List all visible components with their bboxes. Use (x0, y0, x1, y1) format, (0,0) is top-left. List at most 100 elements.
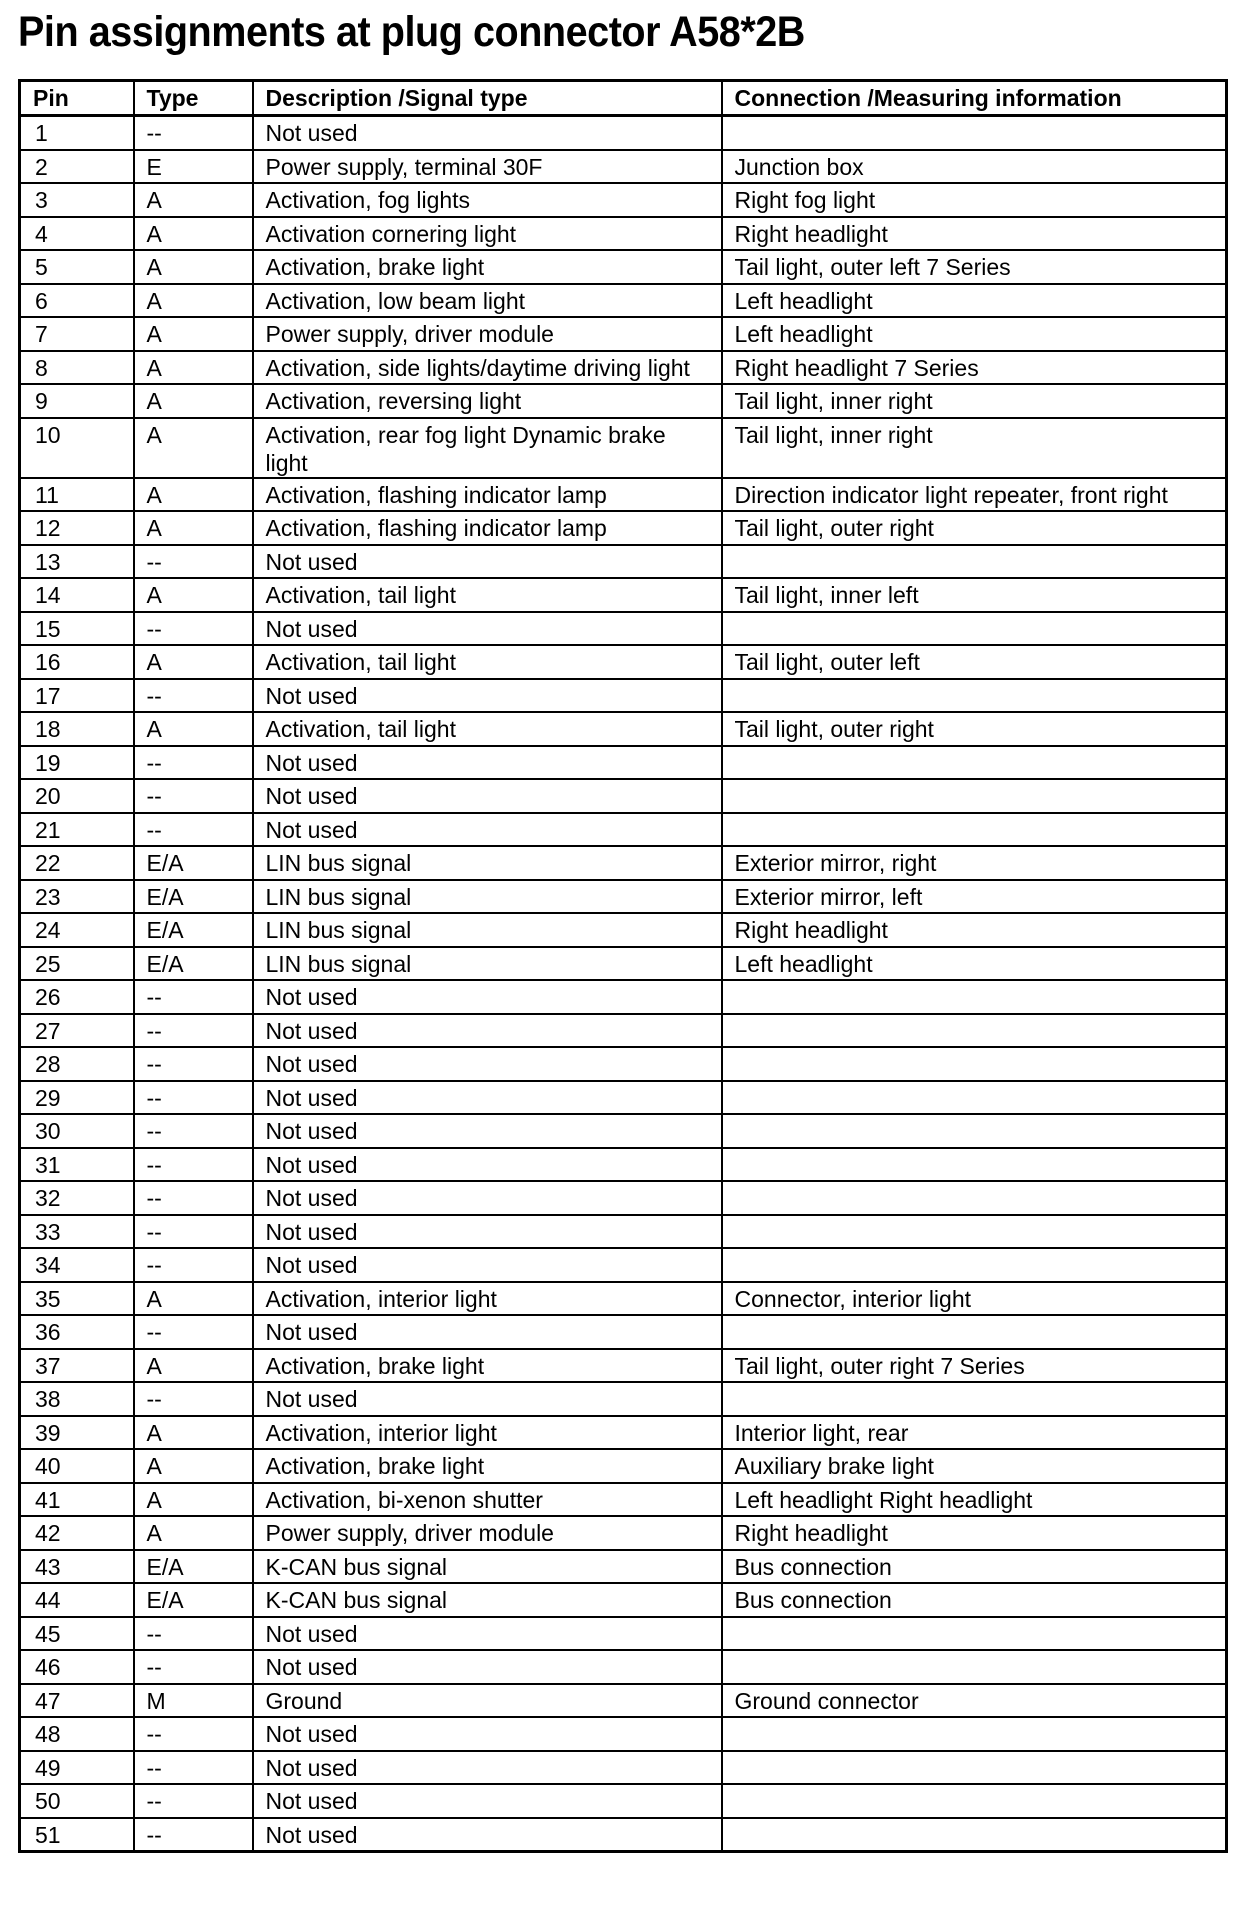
cell-connection (720, 1749, 1228, 1785)
cell-pin: 42 (18, 1515, 135, 1551)
cell-description: Not used (251, 1649, 723, 1685)
cell-description: Not used (251, 1046, 723, 1082)
cell-type: -- (132, 778, 254, 814)
cell-description: Ground (251, 1682, 723, 1718)
cell-type: -- (132, 1381, 254, 1417)
cell-type: E/A (132, 878, 254, 914)
header-type: Type (132, 79, 254, 117)
cell-connection: Exterior mirror, right (720, 845, 1228, 881)
cell-description: Power supply, driver module (251, 1515, 723, 1551)
cell-description: Not used (251, 1816, 723, 1853)
cell-pin: 16 (18, 644, 135, 680)
cell-description: LIN bus signal (251, 945, 723, 981)
cell-type: A (132, 416, 254, 479)
cell-pin: 27 (18, 1012, 135, 1048)
cell-pin: 35 (18, 1280, 135, 1316)
cell-type: E/A (132, 1582, 254, 1618)
table-row: 26 -- Not used (18, 979, 1228, 1015)
table-row: 7 A Power supply, driver module Left headli… (18, 316, 1228, 352)
cell-description: Not used (251, 1079, 723, 1115)
cell-description: Not used (251, 1113, 723, 1149)
table-row: 15 -- Not used (18, 610, 1228, 646)
cell-pin: 7 (18, 316, 135, 352)
cell-connection: Left headlight (720, 282, 1228, 318)
table-row: 45 -- Not used (18, 1615, 1228, 1651)
cell-pin: 2 (18, 148, 135, 184)
cell-pin: 3 (18, 182, 135, 218)
cell-type: A (132, 182, 254, 218)
table-row: 42 A Power supply, driver module Right head… (18, 1515, 1228, 1551)
cell-pin: 25 (18, 945, 135, 981)
cell-type: -- (132, 1615, 254, 1651)
cell-type: A (132, 711, 254, 747)
table-row: 17 -- Not used (18, 677, 1228, 713)
cell-description: Not used (251, 1213, 723, 1249)
cell-connection: Left headlight (720, 945, 1228, 981)
cell-description: K-CAN bus signal (251, 1548, 723, 1584)
cell-pin: 5 (18, 249, 135, 285)
cell-type: -- (132, 610, 254, 646)
cell-type: -- (132, 1213, 254, 1249)
cell-description: K-CAN bus signal (251, 1582, 723, 1618)
cell-description: Not used (251, 979, 723, 1015)
cell-type: A (132, 349, 254, 385)
table-row: 46 -- Not used (18, 1649, 1228, 1685)
page-title: Pin assignments at plug connector A58*2B (18, 8, 805, 56)
table-row: 4 A Activation cornering light Right headli… (18, 215, 1228, 251)
table-row: 20 -- Not used (18, 778, 1228, 814)
table-row: 37 A Activation, brake light Tail light, ou… (18, 1347, 1228, 1383)
cell-type: -- (132, 1146, 254, 1182)
cell-description: Activation, tail light (251, 644, 723, 680)
cell-pin: 17 (18, 677, 135, 713)
cell-pin: 28 (18, 1046, 135, 1082)
cell-connection: Right headlight 7 Series (720, 349, 1228, 385)
cell-description: Activation, fog lights (251, 182, 723, 218)
table-row: 14 A Activation, tail light Tail light, inn… (18, 577, 1228, 613)
cell-type: E/A (132, 845, 254, 881)
cell-pin: 23 (18, 878, 135, 914)
cell-description: Not used (251, 1180, 723, 1216)
cell-connection (720, 610, 1228, 646)
cell-description: Not used (251, 677, 723, 713)
pin-assignment-table: Pin Type Description /Signal type Connec… (18, 79, 1228, 1853)
cell-pin: 13 (18, 543, 135, 579)
table-row: 48 -- Not used (18, 1716, 1228, 1752)
cell-description: Not used (251, 610, 723, 646)
cell-pin: 31 (18, 1146, 135, 1182)
table-row: 40 A Activation, brake light Auxiliary brak… (18, 1448, 1228, 1484)
cell-type: M (132, 1682, 254, 1718)
cell-pin: 1 (18, 114, 135, 151)
cell-type: A (132, 1481, 254, 1517)
table-row: 47 M Ground Ground connector (18, 1682, 1228, 1718)
cell-description: LIN bus signal (251, 912, 723, 948)
header-pin: Pin (18, 79, 135, 117)
cell-type: A (132, 1280, 254, 1316)
table-row: 33 -- Not used (18, 1213, 1228, 1249)
cell-description: Activation, flashing indicator lamp (251, 476, 723, 512)
cell-pin: 33 (18, 1213, 135, 1249)
cell-pin: 18 (18, 711, 135, 747)
cell-connection (720, 114, 1228, 151)
table-row: 24 E/A LIN bus signal Right headlight (18, 912, 1228, 948)
cell-description: Power supply, terminal 30F (251, 148, 723, 184)
table-row: 28 -- Not used (18, 1046, 1228, 1082)
table-row: 5 A Activation, brake light Tail light, out… (18, 249, 1228, 285)
cell-type: A (132, 215, 254, 251)
cell-description: Not used (251, 1012, 723, 1048)
table-row: 23 E/A LIN bus signal Exterior mirror, left (18, 878, 1228, 914)
cell-description: Not used (251, 778, 723, 814)
cell-description: Activation, brake light (251, 1347, 723, 1383)
cell-type: E/A (132, 912, 254, 948)
cell-description: Not used (251, 1314, 723, 1350)
cell-type: -- (132, 1046, 254, 1082)
cell-type: -- (132, 979, 254, 1015)
cell-pin: 51 (18, 1816, 135, 1853)
table-row: 51 -- Not used (18, 1816, 1228, 1853)
table-row: 10 A Activation, rear fog light Dynamic br… (18, 416, 1228, 479)
cell-description: Activation, interior light (251, 1414, 723, 1450)
table-row: 35 A Activation, interior light Connector, … (18, 1280, 1228, 1316)
cell-pin: 21 (18, 811, 135, 847)
table-row: 41 A Activation, bi-xenon shutter Left head… (18, 1481, 1228, 1517)
table-row: 12 A Activation, flashing indicator lamp Ta… (18, 510, 1228, 546)
cell-pin: 36 (18, 1314, 135, 1350)
